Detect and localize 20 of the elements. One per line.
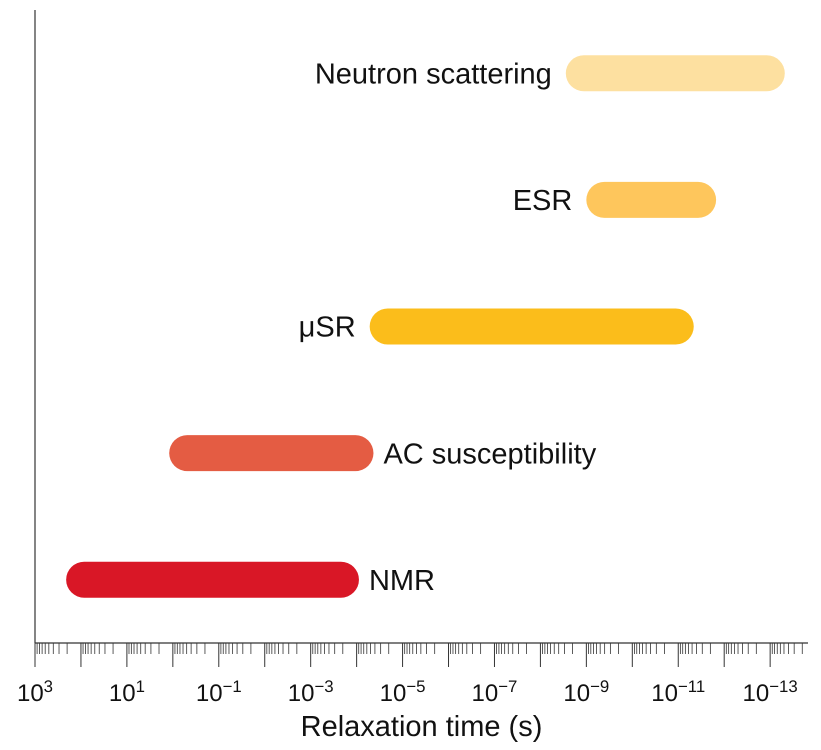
x-tick-label: 10$^{−1}$ (196, 676, 242, 707)
x-axis-title: Relaxation time (s) (300, 711, 542, 743)
x-tick-label: 10$^{−3}$ (288, 676, 334, 707)
y-tick-label: μSR (298, 312, 356, 344)
y-tick-label: Neutron scattering (314, 58, 552, 90)
bar (370, 308, 694, 344)
x-tick-label: 10$^{−13}$ (742, 676, 798, 707)
y-tick-label: AC susceptibility (383, 438, 597, 470)
x-tick-label: 10$^{−9}$ (563, 676, 610, 707)
y-tick-label: ESR (512, 185, 572, 218)
x-tick-label: 10$^{3}$ (16, 676, 54, 707)
x-tick-label: 10$^{−7}$ (472, 676, 518, 707)
bar (586, 182, 716, 218)
bar (566, 55, 785, 92)
x-tick-label: 10$^{1}$ (108, 676, 145, 707)
x-tick-label: 10$^{−11}$ (651, 676, 706, 707)
bar (66, 562, 359, 598)
y-tick-label: NMR (368, 564, 435, 597)
bar (169, 435, 374, 472)
x-tick-label: 10$^{−5}$ (380, 676, 426, 707)
